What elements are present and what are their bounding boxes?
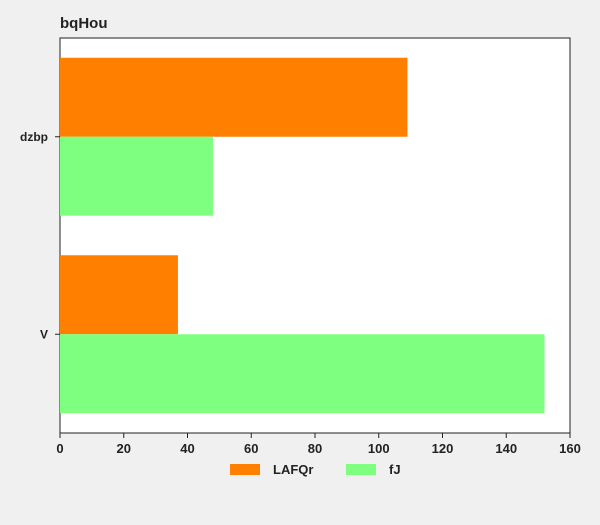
x-tick-label: 20	[117, 441, 131, 456]
category-label: dzbp	[20, 130, 48, 144]
x-tick-label: 120	[432, 441, 454, 456]
legend-swatch-fJ	[346, 464, 376, 475]
x-tick-label: 40	[180, 441, 194, 456]
chart-title: bqHou	[60, 15, 107, 32]
category-label: V	[40, 327, 48, 341]
category-labels: dzbp V	[20, 130, 60, 341]
bar-fJ-dzbp	[60, 136, 213, 216]
legend-swatch-LAFQr	[230, 464, 260, 475]
x-tick-label: 100	[368, 441, 390, 456]
x-tick-label: 60	[244, 441, 258, 456]
x-tick-label: 80	[308, 441, 322, 456]
x-tick-label: 0	[56, 441, 63, 456]
legend: LAFQr fJ	[230, 462, 401, 477]
bars-group	[60, 57, 545, 414]
x-tick-label: 140	[495, 441, 517, 456]
legend-label-LAFQr: LAFQr	[273, 462, 313, 477]
legend-label-fJ: fJ	[389, 462, 401, 477]
bar-LAFQr-dzbp	[60, 57, 408, 137]
bar-LAFQr-V	[60, 255, 178, 335]
x-axis-ticks: 0 20 40 60 80 100 120 140 160	[56, 433, 581, 456]
x-tick-label: 160	[559, 441, 581, 456]
bar-fJ-V	[60, 334, 545, 414]
